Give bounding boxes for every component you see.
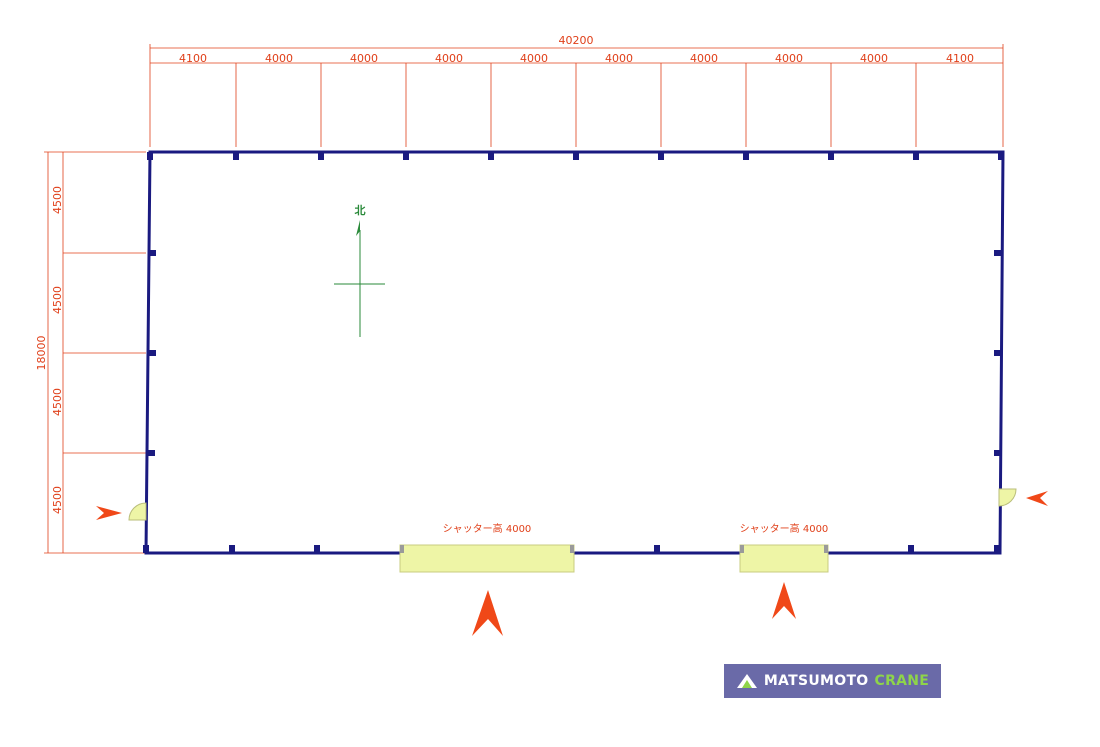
entry-arrow-icon	[1026, 491, 1048, 506]
bay-label-top: 4000	[775, 52, 803, 65]
bay-ticks-top	[235, 63, 917, 147]
overall-depth-dimension	[44, 151, 146, 554]
entry-arrow-icon	[472, 590, 503, 636]
bay-label-top: 4100	[179, 52, 207, 65]
north-label: 北	[355, 203, 366, 217]
bay-label-top: 4100	[946, 52, 974, 65]
entry-arrow-icon	[772, 582, 796, 619]
entry-arrow-icon	[96, 506, 122, 520]
bay-label-top: 4000	[435, 52, 463, 65]
shutter-2: シャッター高 4000	[739, 522, 829, 573]
bay-label-top: 4000	[690, 52, 718, 65]
entry-arrows	[96, 491, 1048, 636]
mountain-logo-icon	[736, 674, 757, 688]
door-left-icon	[128, 502, 147, 521]
bay-label-top: 4000	[265, 52, 293, 65]
bay-label-left: 4500	[51, 186, 64, 214]
overall-width-label: 40200	[559, 34, 594, 47]
bay-label-top: 4000	[860, 52, 888, 65]
bay-label-top: 4000	[605, 52, 633, 65]
bay-label-top: 4000	[350, 52, 378, 65]
columns	[143, 152, 1004, 553]
bay-label-top: 4000	[520, 52, 548, 65]
bay-label-left: 4500	[51, 286, 64, 314]
building-wall	[144, 150, 1005, 555]
north-indicator: 北	[334, 203, 385, 337]
north-arrow-icon	[356, 220, 360, 236]
overall-width-dimension	[149, 44, 1004, 147]
bay-label-left: 4500	[51, 388, 64, 416]
shutter-label: シャッター高 4000	[443, 522, 532, 535]
overall-depth-label: 18000	[35, 336, 48, 371]
shutter-label: シャッター高 4000	[740, 522, 829, 535]
logo-brand-name: MATSUMOTO	[763, 673, 869, 689]
matsumoto-crane-logo: MATSUMOTO CRANE	[724, 664, 941, 698]
bay-label-left: 4500	[51, 486, 64, 514]
shutter-1: シャッター高 4000	[399, 522, 575, 573]
door-right-icon	[998, 488, 1017, 507]
logo-brand-suffix: CRANE	[874, 673, 930, 689]
